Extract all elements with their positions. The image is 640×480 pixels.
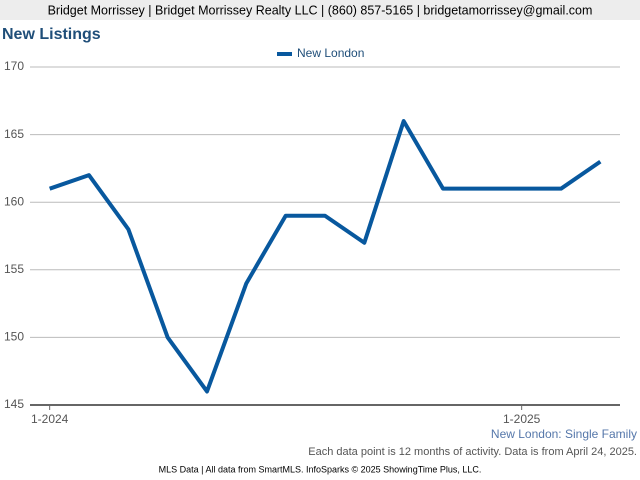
y-tick-label: 170 — [4, 59, 24, 73]
y-tick-label: 165 — [4, 127, 24, 141]
x-tick-label: 1-2025 — [503, 412, 541, 426]
y-tick-label: 145 — [4, 397, 24, 411]
y-tick-label: 150 — [4, 330, 24, 344]
line — [49, 119, 602, 394]
subtitle: New London: Single Family — [491, 427, 637, 441]
legend-label: New London — [297, 46, 364, 60]
x-tick-label: 1-2024 — [31, 412, 69, 426]
chart-title: New Listings — [2, 26, 101, 43]
credit: MLS Data | All data from SmartMLS. InfoS… — [159, 464, 482, 474]
header-text: Bridget Morrissey | Bridget Morrissey Re… — [48, 3, 593, 17]
header-bar — [0, 0, 640, 20]
y-tick-label: 160 — [4, 194, 24, 208]
note: Each data point is 12 months of activity… — [308, 446, 637, 458]
y-tick-label: 155 — [4, 262, 24, 276]
